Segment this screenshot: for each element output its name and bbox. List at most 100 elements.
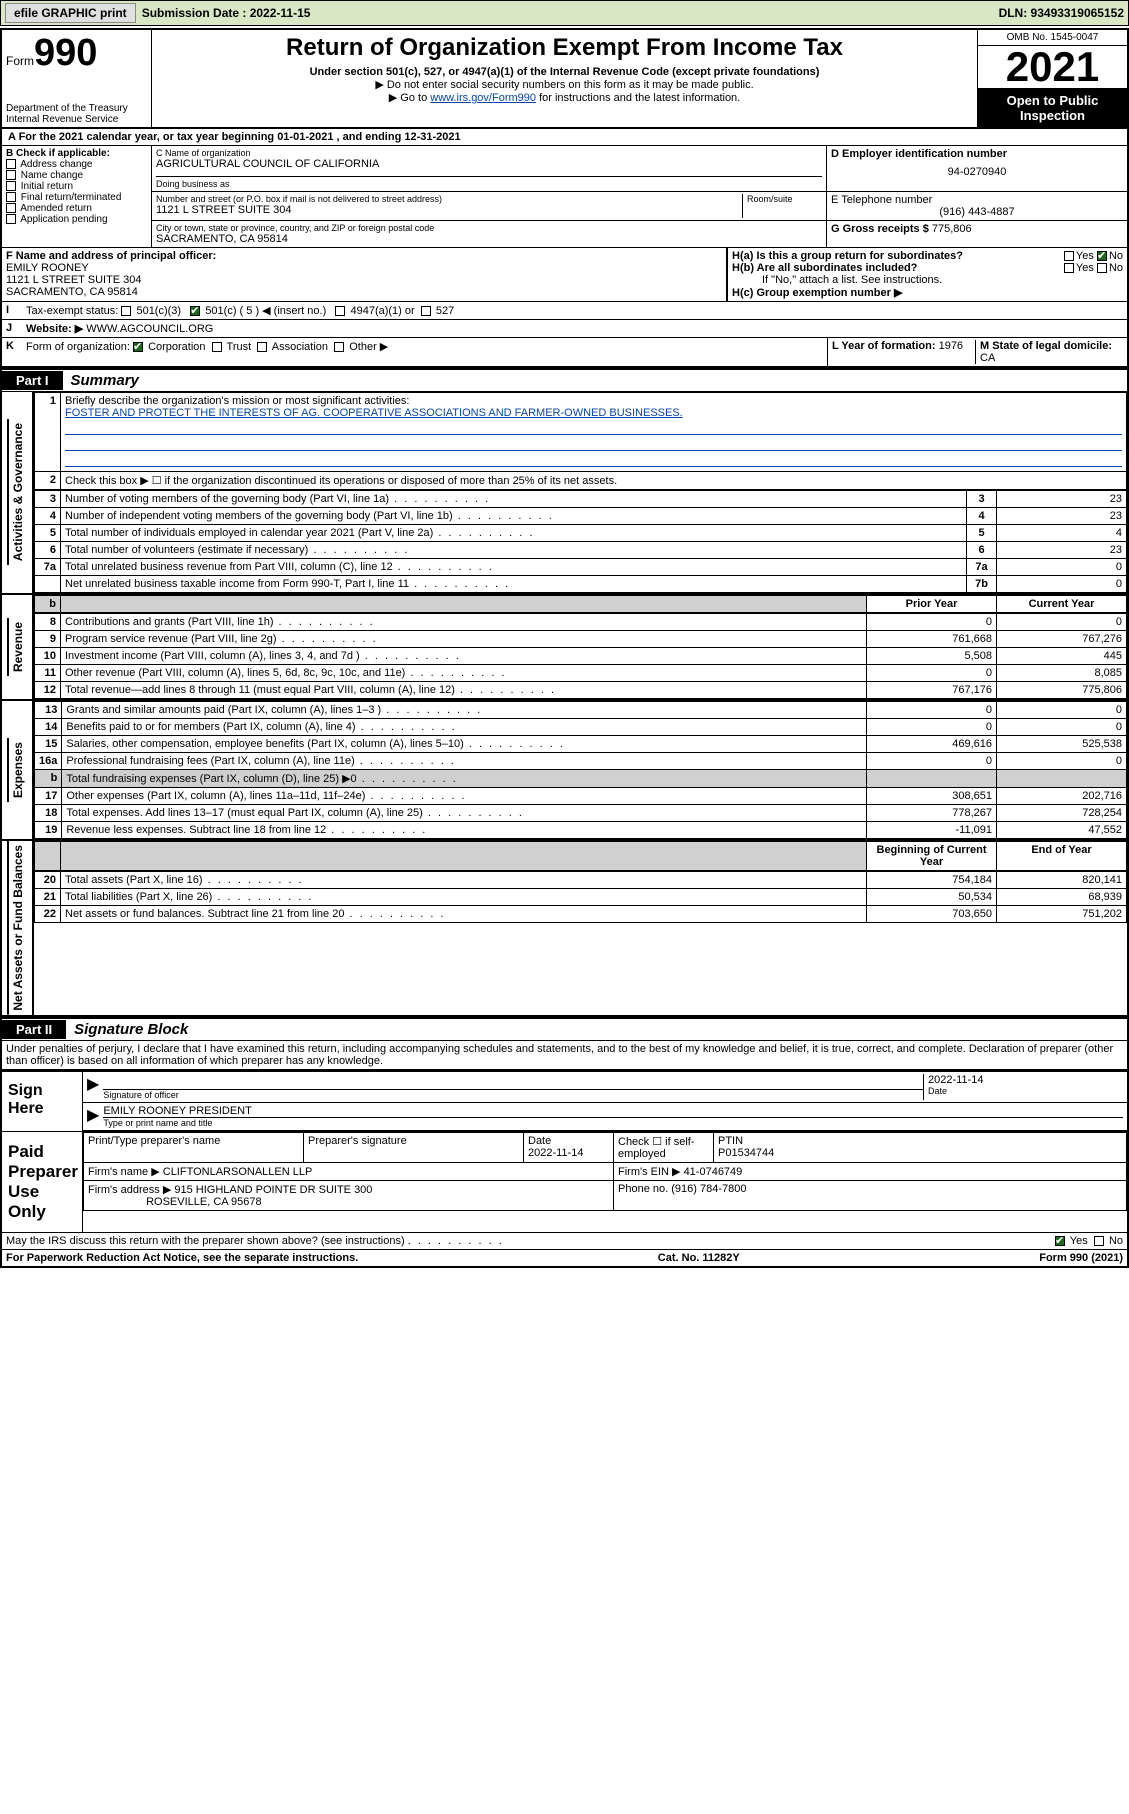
sign-here-label: Sign Here xyxy=(2,1072,82,1131)
ha-yes-checkbox[interactable] xyxy=(1064,251,1074,261)
summary-row: 12Total revenue—add lines 8 through 11 (… xyxy=(35,682,1127,699)
summary-row: 9Program service revenue (Part VIII, lin… xyxy=(35,631,1127,648)
colb-checkbox[interactable] xyxy=(6,214,16,224)
row-k-l-m: K Form of organization: Corporation Trus… xyxy=(2,338,1127,368)
col-b-item: Name change xyxy=(6,170,147,181)
vlabel-governance: Activities & Governance xyxy=(7,419,27,565)
firm-addr-label: Firm's address ▶ xyxy=(88,1184,171,1196)
penalties-text: Under penalties of perjury, I declare th… xyxy=(2,1041,1127,1070)
summary-row: bTotal fundraising expenses (Part IX, co… xyxy=(35,770,1127,788)
discuss-no-checkbox[interactable] xyxy=(1094,1236,1104,1246)
firm-name-label: Firm's name ▶ xyxy=(88,1166,160,1178)
gross-label: G Gross receipts $ xyxy=(831,223,929,235)
part2-tag: Part II xyxy=(2,1020,66,1039)
hb-label: H(b) Are all subordinates included? xyxy=(732,262,917,274)
form990-link[interactable]: www.irs.gov/Form990 xyxy=(430,92,536,104)
discuss-yes: Yes xyxy=(1070,1235,1088,1247)
527-checkbox[interactable] xyxy=(421,306,431,316)
dept-treasury: Department of the Treasury xyxy=(6,103,147,114)
hdr-current-year: Current Year xyxy=(997,596,1127,613)
summary-row: Net unrelated business taxable income fr… xyxy=(35,576,1127,593)
website-label: Website: ▶ xyxy=(26,323,83,335)
assoc-checkbox[interactable] xyxy=(257,342,267,352)
officer-addr1: 1121 L STREET SUITE 304 xyxy=(6,274,722,286)
form-prefix: Form xyxy=(6,54,34,68)
summary-row: 6Total number of volunteers (estimate if… xyxy=(35,542,1127,559)
trust-checkbox[interactable] xyxy=(212,342,222,352)
col-b-item: Final return/terminated xyxy=(6,192,147,203)
prep-date: 2022-11-14 xyxy=(528,1147,583,1159)
form-header: Form990 Department of the Treasury Inter… xyxy=(2,30,1127,129)
summary-row: 17Other expenses (Part IX, column (A), l… xyxy=(35,788,1127,805)
prep-name-hdr: Print/Type preparer's name xyxy=(84,1132,304,1162)
corp-label: Corporation xyxy=(148,341,205,353)
no-label: No xyxy=(1109,250,1123,262)
4947-checkbox[interactable] xyxy=(335,306,345,316)
summary-row: 5Total number of individuals employed in… xyxy=(35,525,1127,542)
arrow-icon: ▶ xyxy=(87,1074,99,1100)
ptin-label: PTIN xyxy=(718,1135,743,1147)
501c3-checkbox[interactable] xyxy=(121,306,131,316)
vlabel-revenue: Revenue xyxy=(7,618,27,676)
summary-row: 19Revenue less expenses. Subtract line 1… xyxy=(35,822,1127,839)
corp-checkbox[interactable] xyxy=(133,342,143,352)
officer-label: F Name and address of principal officer: xyxy=(6,250,722,262)
form-org-label: Form of organization: xyxy=(26,341,130,353)
colb-checkbox[interactable] xyxy=(6,203,16,213)
501c-checkbox[interactable] xyxy=(190,306,200,316)
yes-label: Yes xyxy=(1076,250,1094,262)
goto-note: ▶ Go to www.irs.gov/Form990 for instruct… xyxy=(158,91,971,104)
prep-sig-hdr: Preparer's signature xyxy=(304,1132,524,1162)
4947-label: 4947(a)(1) or xyxy=(350,305,414,317)
row-j: J Website: ▶ WWW.AGCOUNCIL.ORG xyxy=(2,320,1127,338)
vlabel-net: Net Assets or Fund Balances xyxy=(7,841,27,1015)
page-footer: For Paperwork Reduction Act Notice, see … xyxy=(2,1249,1127,1266)
yes-label-2: Yes xyxy=(1076,262,1094,274)
colb-checkbox[interactable] xyxy=(6,192,16,202)
ssn-note: ▶ Do not enter social security numbers o… xyxy=(158,78,971,91)
phone-value: (916) 443-4887 xyxy=(831,206,1123,218)
vlabel-expenses: Expenses xyxy=(7,738,27,802)
summary-row: 10Investment income (Part VIII, column (… xyxy=(35,648,1127,665)
ha-no-checkbox[interactable] xyxy=(1097,251,1107,261)
efile-print-button[interactable]: efile GRAPHIC print xyxy=(5,3,136,23)
year-form-label: L Year of formation: xyxy=(832,340,936,352)
other-checkbox[interactable] xyxy=(334,342,344,352)
c-name-label: C Name of organization xyxy=(156,148,822,158)
colb-checkbox[interactable] xyxy=(6,159,16,169)
discuss-yes-checkbox[interactable] xyxy=(1055,1236,1065,1246)
527-label: 527 xyxy=(436,305,454,317)
colb-checkbox[interactable] xyxy=(6,170,16,180)
firm-name: CLIFTONLARSONALLEN LLP xyxy=(163,1166,313,1178)
self-employed-check: Check ☐ if self-employed xyxy=(614,1132,714,1162)
firm-addr1: 915 HIGHLAND POINTE DR SUITE 300 xyxy=(174,1184,372,1196)
footer-mid: Cat. No. 11282Y xyxy=(658,1252,740,1264)
section-revenue: Revenue b Prior Year Current Year 8Contr… xyxy=(2,595,1127,701)
colb-checkbox[interactable] xyxy=(6,181,16,191)
col-b-checkboxes: B Check if applicable: Address change Na… xyxy=(2,146,152,247)
sig-officer-label: Signature of officer xyxy=(103,1090,923,1100)
col-b-item: Address change xyxy=(6,159,147,170)
summary-row: 16aProfessional fundraising fees (Part I… xyxy=(35,753,1127,770)
summary-row: 18Total expenses. Add lines 13–17 (must … xyxy=(35,805,1127,822)
part1-title: Summary xyxy=(63,370,147,391)
section-a: A For the 2021 calendar year, or tax yea… xyxy=(2,129,1127,146)
assoc-label: Association xyxy=(272,341,328,353)
summary-row: 13Grants and similar amounts paid (Part … xyxy=(35,702,1127,719)
gross-value: 775,806 xyxy=(932,223,972,235)
mission-label: Briefly describe the organization's miss… xyxy=(65,395,409,407)
officer-addr2: SACRAMENTO, CA 95814 xyxy=(6,286,722,298)
row-i: I Tax-exempt status: 501(c)(3) 501(c) ( … xyxy=(2,302,1127,320)
hb-yes-checkbox[interactable] xyxy=(1064,263,1074,273)
tax-year: 2021 xyxy=(978,46,1127,89)
summary-row: 20Total assets (Part X, line 16)754,1848… xyxy=(35,872,1127,889)
goto-post: for instructions and the latest informat… xyxy=(536,92,740,104)
form-990-frame: Form990 Department of the Treasury Inter… xyxy=(0,28,1129,1268)
sign-date: 2022-11-14 xyxy=(928,1074,1123,1086)
part1-tag: Part I xyxy=(2,371,63,390)
signer-name-label: Type or print name and title xyxy=(103,1118,1123,1128)
ptin-value: P01534744 xyxy=(718,1147,774,1159)
discuss-no: No xyxy=(1109,1235,1123,1247)
hb-no-checkbox[interactable] xyxy=(1097,263,1107,273)
org-name: AGRICULTURAL COUNCIL OF CALIFORNIA xyxy=(156,158,822,170)
